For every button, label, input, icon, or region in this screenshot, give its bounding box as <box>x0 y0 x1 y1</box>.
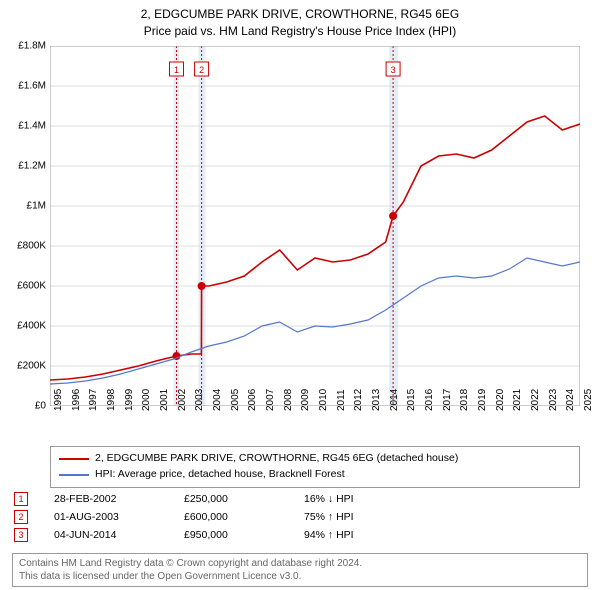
x-tick-label: 2002 <box>177 389 188 411</box>
x-tick-label: 2018 <box>459 389 470 411</box>
chart-svg: 1 2 3 <box>50 46 580 406</box>
x-tick-label: 2019 <box>477 389 488 411</box>
event-row-1: 1 28-FEB-2002 £250,000 16% ↓ HPI <box>12 490 588 508</box>
x-tick-label: 2022 <box>530 389 541 411</box>
x-tick-label: 2023 <box>548 389 559 411</box>
legend-label-price-paid: 2, EDGCUMBE PARK DRIVE, CROWTHORNE, RG45… <box>95 451 458 467</box>
x-tick-label: 2025 <box>583 389 594 411</box>
event-price-1: £250,000 <box>184 493 304 505</box>
event-price-2: £600,000 <box>184 511 304 523</box>
legend-swatch-price-paid <box>59 458 89 460</box>
event-hpi-3: 94% ↑ HPI <box>304 529 354 541</box>
x-tick-label: 1996 <box>71 389 82 411</box>
x-tick-label: 2021 <box>512 389 523 411</box>
y-tick-label: £1.6M <box>18 81 46 92</box>
legend-box: 2, EDGCUMBE PARK DRIVE, CROWTHORNE, RG45… <box>50 446 580 488</box>
x-tick-label: 2011 <box>336 389 347 411</box>
x-tick-label: 2007 <box>265 389 276 411</box>
x-tick-label: 2005 <box>230 389 241 411</box>
svg-text:3: 3 <box>391 65 396 75</box>
x-tick-label: 1997 <box>88 389 99 411</box>
footer-line-2: This data is licensed under the Open Gov… <box>19 570 581 583</box>
event-row-3: 3 04-JUN-2014 £950,000 94% ↑ HPI <box>12 526 588 544</box>
y-tick-label: £200K <box>17 361 46 372</box>
x-tick-label: 1999 <box>124 389 135 411</box>
event-date-1: 28-FEB-2002 <box>54 493 184 505</box>
y-tick-label: £1.4M <box>18 121 46 132</box>
event-date-2: 01-AUG-2003 <box>54 511 184 523</box>
x-tick-label: 1998 <box>106 389 117 411</box>
x-tick-label: 2016 <box>424 389 435 411</box>
plot-area: 123 £0£200K£400K£600K£800K£1M£1.2M£1.4M£… <box>50 46 580 406</box>
x-tick-label: 2010 <box>318 389 329 411</box>
event-hpi-1: 16% ↓ HPI <box>304 493 354 505</box>
x-tick-label: 2012 <box>353 389 364 411</box>
event-price-3: £950,000 <box>184 529 304 541</box>
y-tick-label: £1.2M <box>18 161 46 172</box>
x-tick-label: 2013 <box>371 389 382 411</box>
y-tick-label: £1M <box>27 201 46 212</box>
legend-label-hpi: HPI: Average price, detached house, Brac… <box>95 467 345 483</box>
y-tick-label: £0 <box>35 401 46 412</box>
title-line-1: 2, EDGCUMBE PARK DRIVE, CROWTHORNE, RG45… <box>0 6 600 23</box>
x-tick-label: 2000 <box>141 389 152 411</box>
x-tick-label: 2003 <box>194 389 205 411</box>
x-tick-label: 2020 <box>495 389 506 411</box>
x-tick-label: 2008 <box>283 389 294 411</box>
y-tick-label: £400K <box>17 321 46 332</box>
x-tick-label: 2015 <box>406 389 417 411</box>
svg-text:1: 1 <box>174 65 179 75</box>
x-tick-label: 2006 <box>247 389 258 411</box>
chart-container: 2, EDGCUMBE PARK DRIVE, CROWTHORNE, RG45… <box>0 0 600 590</box>
event-marker-1: 1 <box>14 492 28 506</box>
x-tick-label: 2024 <box>565 389 576 411</box>
events-table: 1 28-FEB-2002 £250,000 16% ↓ HPI 2 01-AU… <box>12 490 588 544</box>
x-tick-label: 2009 <box>300 389 311 411</box>
svg-text:2: 2 <box>199 65 204 75</box>
event-marker-3: 3 <box>14 528 28 542</box>
title-line-2: Price paid vs. HM Land Registry's House … <box>0 23 600 40</box>
title-block: 2, EDGCUMBE PARK DRIVE, CROWTHORNE, RG45… <box>0 0 600 40</box>
footer-line-1: Contains HM Land Registry data © Crown c… <box>19 557 581 570</box>
x-tick-label: 1995 <box>53 389 64 411</box>
event-marker-2: 2 <box>14 510 28 524</box>
x-tick-label: 2017 <box>442 389 453 411</box>
legend-item-hpi: HPI: Average price, detached house, Brac… <box>59 467 571 483</box>
legend-item-price-paid: 2, EDGCUMBE PARK DRIVE, CROWTHORNE, RG45… <box>59 451 571 467</box>
x-tick-label: 2004 <box>212 389 223 411</box>
event-hpi-2: 75% ↑ HPI <box>304 511 354 523</box>
event-row-2: 2 01-AUG-2003 £600,000 75% ↑ HPI <box>12 508 588 526</box>
y-tick-label: £1.8M <box>18 41 46 52</box>
y-tick-label: £800K <box>17 241 46 252</box>
legend-swatch-hpi <box>59 474 89 476</box>
y-tick-label: £600K <box>17 281 46 292</box>
footer-box: Contains HM Land Registry data © Crown c… <box>12 553 588 587</box>
x-tick-label: 2001 <box>159 389 170 411</box>
event-date-3: 04-JUN-2014 <box>54 529 184 541</box>
x-tick-label: 2014 <box>389 389 400 411</box>
